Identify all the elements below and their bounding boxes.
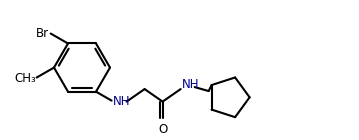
Text: CH₃: CH₃ bbox=[14, 72, 36, 85]
Text: O: O bbox=[158, 123, 167, 136]
Text: NH: NH bbox=[113, 95, 130, 108]
Text: Br: Br bbox=[36, 27, 49, 40]
Text: NH: NH bbox=[182, 78, 199, 91]
